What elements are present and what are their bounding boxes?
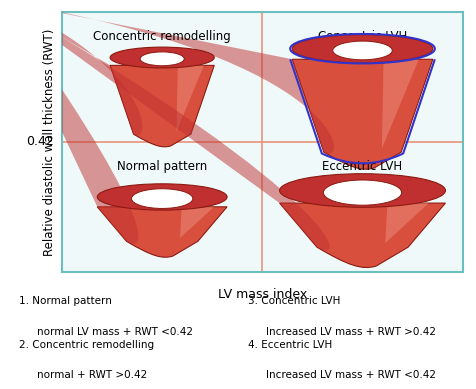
Text: 2. Concentric remodelling: 2. Concentric remodelling xyxy=(19,340,153,350)
Ellipse shape xyxy=(140,52,184,66)
Text: LV mass index: LV mass index xyxy=(217,288,307,301)
Text: Eccentric LVH: Eccentric LVH xyxy=(322,160,402,173)
Ellipse shape xyxy=(110,47,214,68)
Text: normal + RWT >0.42: normal + RWT >0.42 xyxy=(37,370,147,380)
PathPatch shape xyxy=(279,203,445,268)
Polygon shape xyxy=(179,207,214,238)
PathPatch shape xyxy=(110,65,146,135)
Text: 1. Normal pattern: 1. Normal pattern xyxy=(19,296,111,307)
Text: normal LV mass + RWT <0.42: normal LV mass + RWT <0.42 xyxy=(37,327,193,337)
PathPatch shape xyxy=(292,59,432,169)
Text: 3. Concentric LVH: 3. Concentric LVH xyxy=(247,296,339,307)
Ellipse shape xyxy=(97,184,227,210)
Text: 0.42: 0.42 xyxy=(26,135,54,149)
Text: Increased LV mass + RWT >0.42: Increased LV mass + RWT >0.42 xyxy=(266,327,435,337)
Text: Normal pattern: Normal pattern xyxy=(117,160,207,173)
Ellipse shape xyxy=(323,180,401,205)
PathPatch shape xyxy=(97,207,142,244)
Polygon shape xyxy=(385,203,428,243)
PathPatch shape xyxy=(110,65,214,147)
Polygon shape xyxy=(381,59,418,149)
PathPatch shape xyxy=(97,207,227,257)
Text: Increased LV mass + RWT <0.42: Increased LV mass + RWT <0.42 xyxy=(266,370,435,380)
Ellipse shape xyxy=(332,41,391,60)
Text: Concentric LVH: Concentric LVH xyxy=(317,30,407,43)
Text: Concentric remodelling: Concentric remodelling xyxy=(93,30,230,43)
Text: 4. Eccentric LVH: 4. Eccentric LVH xyxy=(247,340,331,350)
PathPatch shape xyxy=(292,59,340,154)
Ellipse shape xyxy=(279,174,445,207)
Y-axis label: Relative diastolic wall thickness (RWT): Relative diastolic wall thickness (RWT) xyxy=(43,28,56,256)
Polygon shape xyxy=(176,65,203,131)
Ellipse shape xyxy=(131,189,192,209)
PathPatch shape xyxy=(279,203,336,251)
Ellipse shape xyxy=(292,35,432,63)
